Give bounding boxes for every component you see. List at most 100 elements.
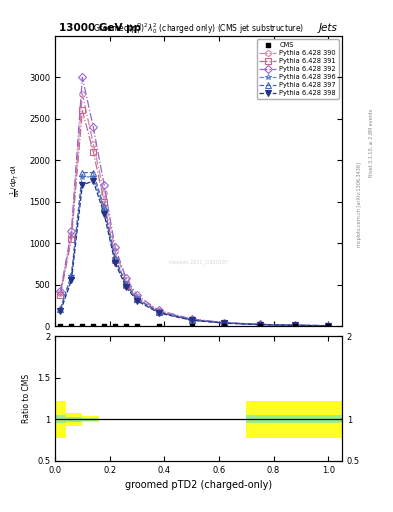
Pythia 6.428 392 <box>257 321 262 327</box>
Pythia 6.428 397 <box>91 169 95 176</box>
Pythia 6.428 390 <box>124 278 129 284</box>
Pythia 6.428 390 <box>102 190 107 197</box>
Text: Rivet 3.1.10, ≥ 2.8M events: Rivet 3.1.10, ≥ 2.8M events <box>369 109 374 178</box>
Bar <box>246 401 279 438</box>
Pythia 6.428 396 <box>326 323 331 329</box>
Pythia 6.428 396 <box>58 306 63 312</box>
Bar <box>213 419 246 420</box>
Bar <box>55 401 66 438</box>
CMS <box>79 322 86 330</box>
CMS <box>112 322 118 330</box>
Pythia 6.428 391 <box>91 149 95 155</box>
Pythia 6.428 392 <box>69 228 74 234</box>
Pythia 6.428 397 <box>102 204 107 210</box>
Pythia 6.428 396 <box>113 257 118 263</box>
Text: mcplots.cern.ch [arXiv:1306.3436]: mcplots.cern.ch [arXiv:1306.3436] <box>357 162 362 247</box>
Bar <box>175 419 213 420</box>
Pythia 6.428 398 <box>222 320 227 326</box>
Bar <box>83 416 99 422</box>
Pythia 6.428 391 <box>326 323 331 329</box>
Pythia 6.428 390 <box>58 290 63 296</box>
Pythia 6.428 397 <box>222 320 227 326</box>
Pythia 6.428 396 <box>80 174 85 180</box>
Pythia 6.428 396 <box>124 282 129 288</box>
Pythia 6.428 391 <box>189 317 194 323</box>
Pythia 6.428 398 <box>102 211 107 217</box>
Pythia 6.428 392 <box>189 316 194 322</box>
Pythia 6.428 397 <box>58 306 63 312</box>
Pythia 6.428 390 <box>293 322 298 328</box>
Bar <box>66 413 83 426</box>
Pythia 6.428 397 <box>257 322 262 328</box>
Pythia 6.428 391 <box>58 291 63 297</box>
Pythia 6.428 392 <box>124 275 129 281</box>
Text: 13000 GeV pp: 13000 GeV pp <box>59 23 141 33</box>
Pythia 6.428 397 <box>293 322 298 328</box>
Pythia 6.428 390 <box>113 248 118 254</box>
Pythia 6.428 396 <box>91 174 95 180</box>
Bar <box>115 419 137 420</box>
Pythia 6.428 392 <box>135 292 140 298</box>
CMS <box>156 322 162 330</box>
Pythia 6.428 392 <box>293 322 298 328</box>
Bar <box>213 418 246 420</box>
Pythia 6.428 398 <box>58 308 63 314</box>
Y-axis label: Ratio to CMS: Ratio to CMS <box>22 374 31 423</box>
Bar <box>115 418 137 420</box>
Pythia 6.428 390 <box>326 323 331 329</box>
Pythia 6.428 392 <box>113 244 118 250</box>
Pythia 6.428 398 <box>80 182 85 188</box>
Bar <box>175 418 213 420</box>
Pythia 6.428 397 <box>156 309 161 315</box>
Pythia 6.428 398 <box>293 323 298 329</box>
Pythia 6.428 390 <box>156 308 161 314</box>
CMS <box>57 322 64 330</box>
Pythia 6.428 390 <box>257 322 262 328</box>
Pythia 6.428 391 <box>257 322 262 328</box>
Pythia 6.428 397 <box>135 295 140 302</box>
Pythia 6.428 396 <box>293 322 298 328</box>
Pythia 6.428 396 <box>69 273 74 280</box>
CMS <box>221 322 228 330</box>
Pythia 6.428 390 <box>80 91 85 97</box>
Pythia 6.428 392 <box>91 124 95 130</box>
Pythia 6.428 392 <box>80 74 85 80</box>
Bar <box>55 415 66 423</box>
Bar <box>246 415 279 423</box>
Pythia 6.428 390 <box>91 141 95 147</box>
Line: Pythia 6.428 396: Pythia 6.428 396 <box>58 174 331 329</box>
Pythia 6.428 397 <box>189 317 194 323</box>
Pythia 6.428 392 <box>326 323 331 329</box>
Pythia 6.428 398 <box>69 278 74 284</box>
Bar <box>314 415 342 423</box>
Pythia 6.428 391 <box>69 236 74 242</box>
CMS <box>292 322 299 330</box>
Pythia 6.428 390 <box>135 294 140 300</box>
Line: Pythia 6.428 391: Pythia 6.428 391 <box>58 108 331 329</box>
Line: Pythia 6.428 392: Pythia 6.428 392 <box>58 75 331 328</box>
Pythia 6.428 397 <box>113 255 118 261</box>
CMS <box>90 322 96 330</box>
Pythia 6.428 398 <box>326 323 331 329</box>
Pythia 6.428 390 <box>189 316 194 323</box>
Legend: CMS, Pythia 6.428 390, Pythia 6.428 391, Pythia 6.428 392, Pythia 6.428 396, Pyt: CMS, Pythia 6.428 390, Pythia 6.428 391,… <box>257 39 339 98</box>
CMS <box>123 322 129 330</box>
Pythia 6.428 398 <box>135 297 140 304</box>
Pythia 6.428 390 <box>69 232 74 238</box>
Pythia 6.428 391 <box>293 322 298 328</box>
Title: Groomed$(p_T^D)^2\lambda_0^2$ (charged only) (CMS jet substructure): Groomed$(p_T^D)^2\lambda_0^2$ (charged o… <box>93 21 304 36</box>
CMS <box>134 322 140 330</box>
Pythia 6.428 396 <box>135 296 140 303</box>
Bar <box>83 418 99 421</box>
Pythia 6.428 396 <box>189 317 194 323</box>
Pythia 6.428 392 <box>102 182 107 188</box>
Pythia 6.428 392 <box>156 307 161 313</box>
Pythia 6.428 391 <box>222 320 227 326</box>
Pythia 6.428 391 <box>80 108 85 114</box>
Line: Pythia 6.428 398: Pythia 6.428 398 <box>58 178 331 329</box>
Pythia 6.428 390 <box>222 319 227 326</box>
Pythia 6.428 398 <box>257 322 262 328</box>
CMS <box>189 322 195 330</box>
Pythia 6.428 397 <box>124 281 129 287</box>
Bar <box>279 401 314 438</box>
